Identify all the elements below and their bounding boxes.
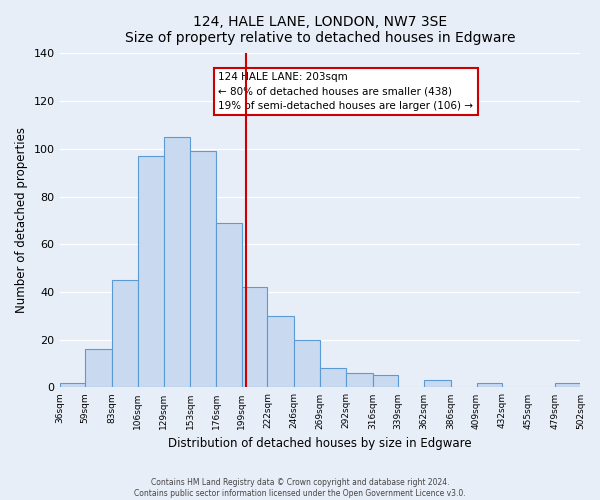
Bar (59, 382, 85, 388)
Bar (138, 156, 164, 388)
Title: 124, HALE LANE, LONDON, NW7 3SE
Size of property relative to detached houses in : 124, HALE LANE, LONDON, NW7 3SE Size of … (125, 15, 515, 45)
Bar (268, 316, 295, 388)
Bar (373, 376, 398, 388)
Bar (190, 151, 216, 388)
Bar (424, 380, 451, 388)
Bar (164, 137, 190, 388)
Text: 124 HALE LANE: 203sqm
← 80% of detached houses are smaller (438)
19% of semi-det: 124 HALE LANE: 203sqm ← 80% of detached … (218, 72, 473, 112)
Bar (346, 373, 373, 388)
Bar (112, 280, 138, 388)
Y-axis label: Number of detached properties: Number of detached properties (15, 128, 28, 314)
Text: Contains HM Land Registry data © Crown copyright and database right 2024.
Contai: Contains HM Land Registry data © Crown c… (134, 478, 466, 498)
Bar (320, 368, 346, 388)
Bar (295, 340, 320, 388)
Bar (242, 287, 268, 388)
Bar (216, 223, 242, 388)
Bar (476, 382, 502, 388)
Bar (555, 382, 581, 388)
X-axis label: Distribution of detached houses by size in Edgware: Distribution of detached houses by size … (168, 437, 472, 450)
Bar (85, 349, 112, 388)
